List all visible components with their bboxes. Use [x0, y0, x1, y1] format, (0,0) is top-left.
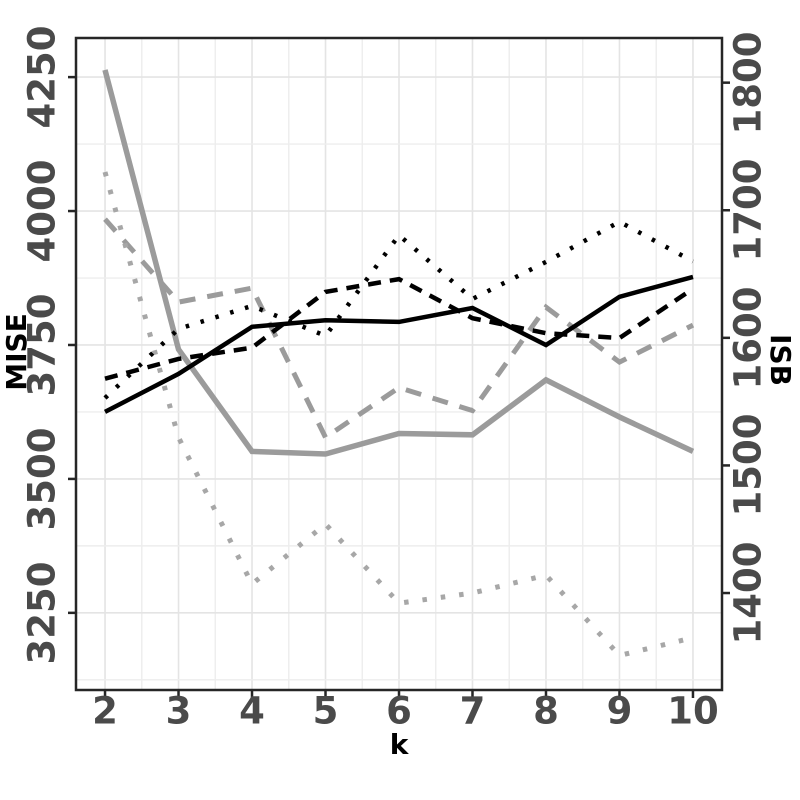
y-right-tick-label: 1400: [726, 541, 770, 645]
y-left-tick-label: 4250: [20, 25, 64, 129]
y-right-tick-label: 1500: [726, 413, 770, 517]
series-black-dotted: [103, 219, 695, 400]
y-left-tick-label: 3500: [20, 427, 64, 531]
series-black-dashed: [104, 276, 695, 381]
x-tick-label: 4: [239, 689, 265, 733]
x-tick-label: 8: [533, 689, 559, 733]
y-right-tick-label: 1800: [726, 31, 770, 135]
x-tick-label: 5: [312, 689, 339, 733]
y-right-tick-label: 1700: [726, 158, 770, 262]
x-tick-label: 7: [459, 689, 486, 733]
y-axis-title-right: ISB: [764, 334, 797, 386]
x-tick-label: 3: [165, 689, 192, 733]
x-tick-label: 9: [606, 689, 633, 733]
y-axis-title-left: MISE: [0, 313, 33, 391]
series-black-solid: [103, 274, 694, 414]
x-axis-title: k: [389, 728, 409, 761]
series-gray-dashed: [103, 217, 695, 442]
x-tick-label: 6: [386, 689, 412, 733]
x-tick-label: 10: [667, 689, 719, 733]
y-left-tick-label: 3250: [20, 561, 64, 665]
series-gray-solid: [102, 69, 695, 457]
y-right-tick-label: 1600: [726, 286, 770, 390]
y-left-tick-label: 4000: [20, 159, 64, 263]
x-tick-label: 2: [92, 689, 118, 733]
